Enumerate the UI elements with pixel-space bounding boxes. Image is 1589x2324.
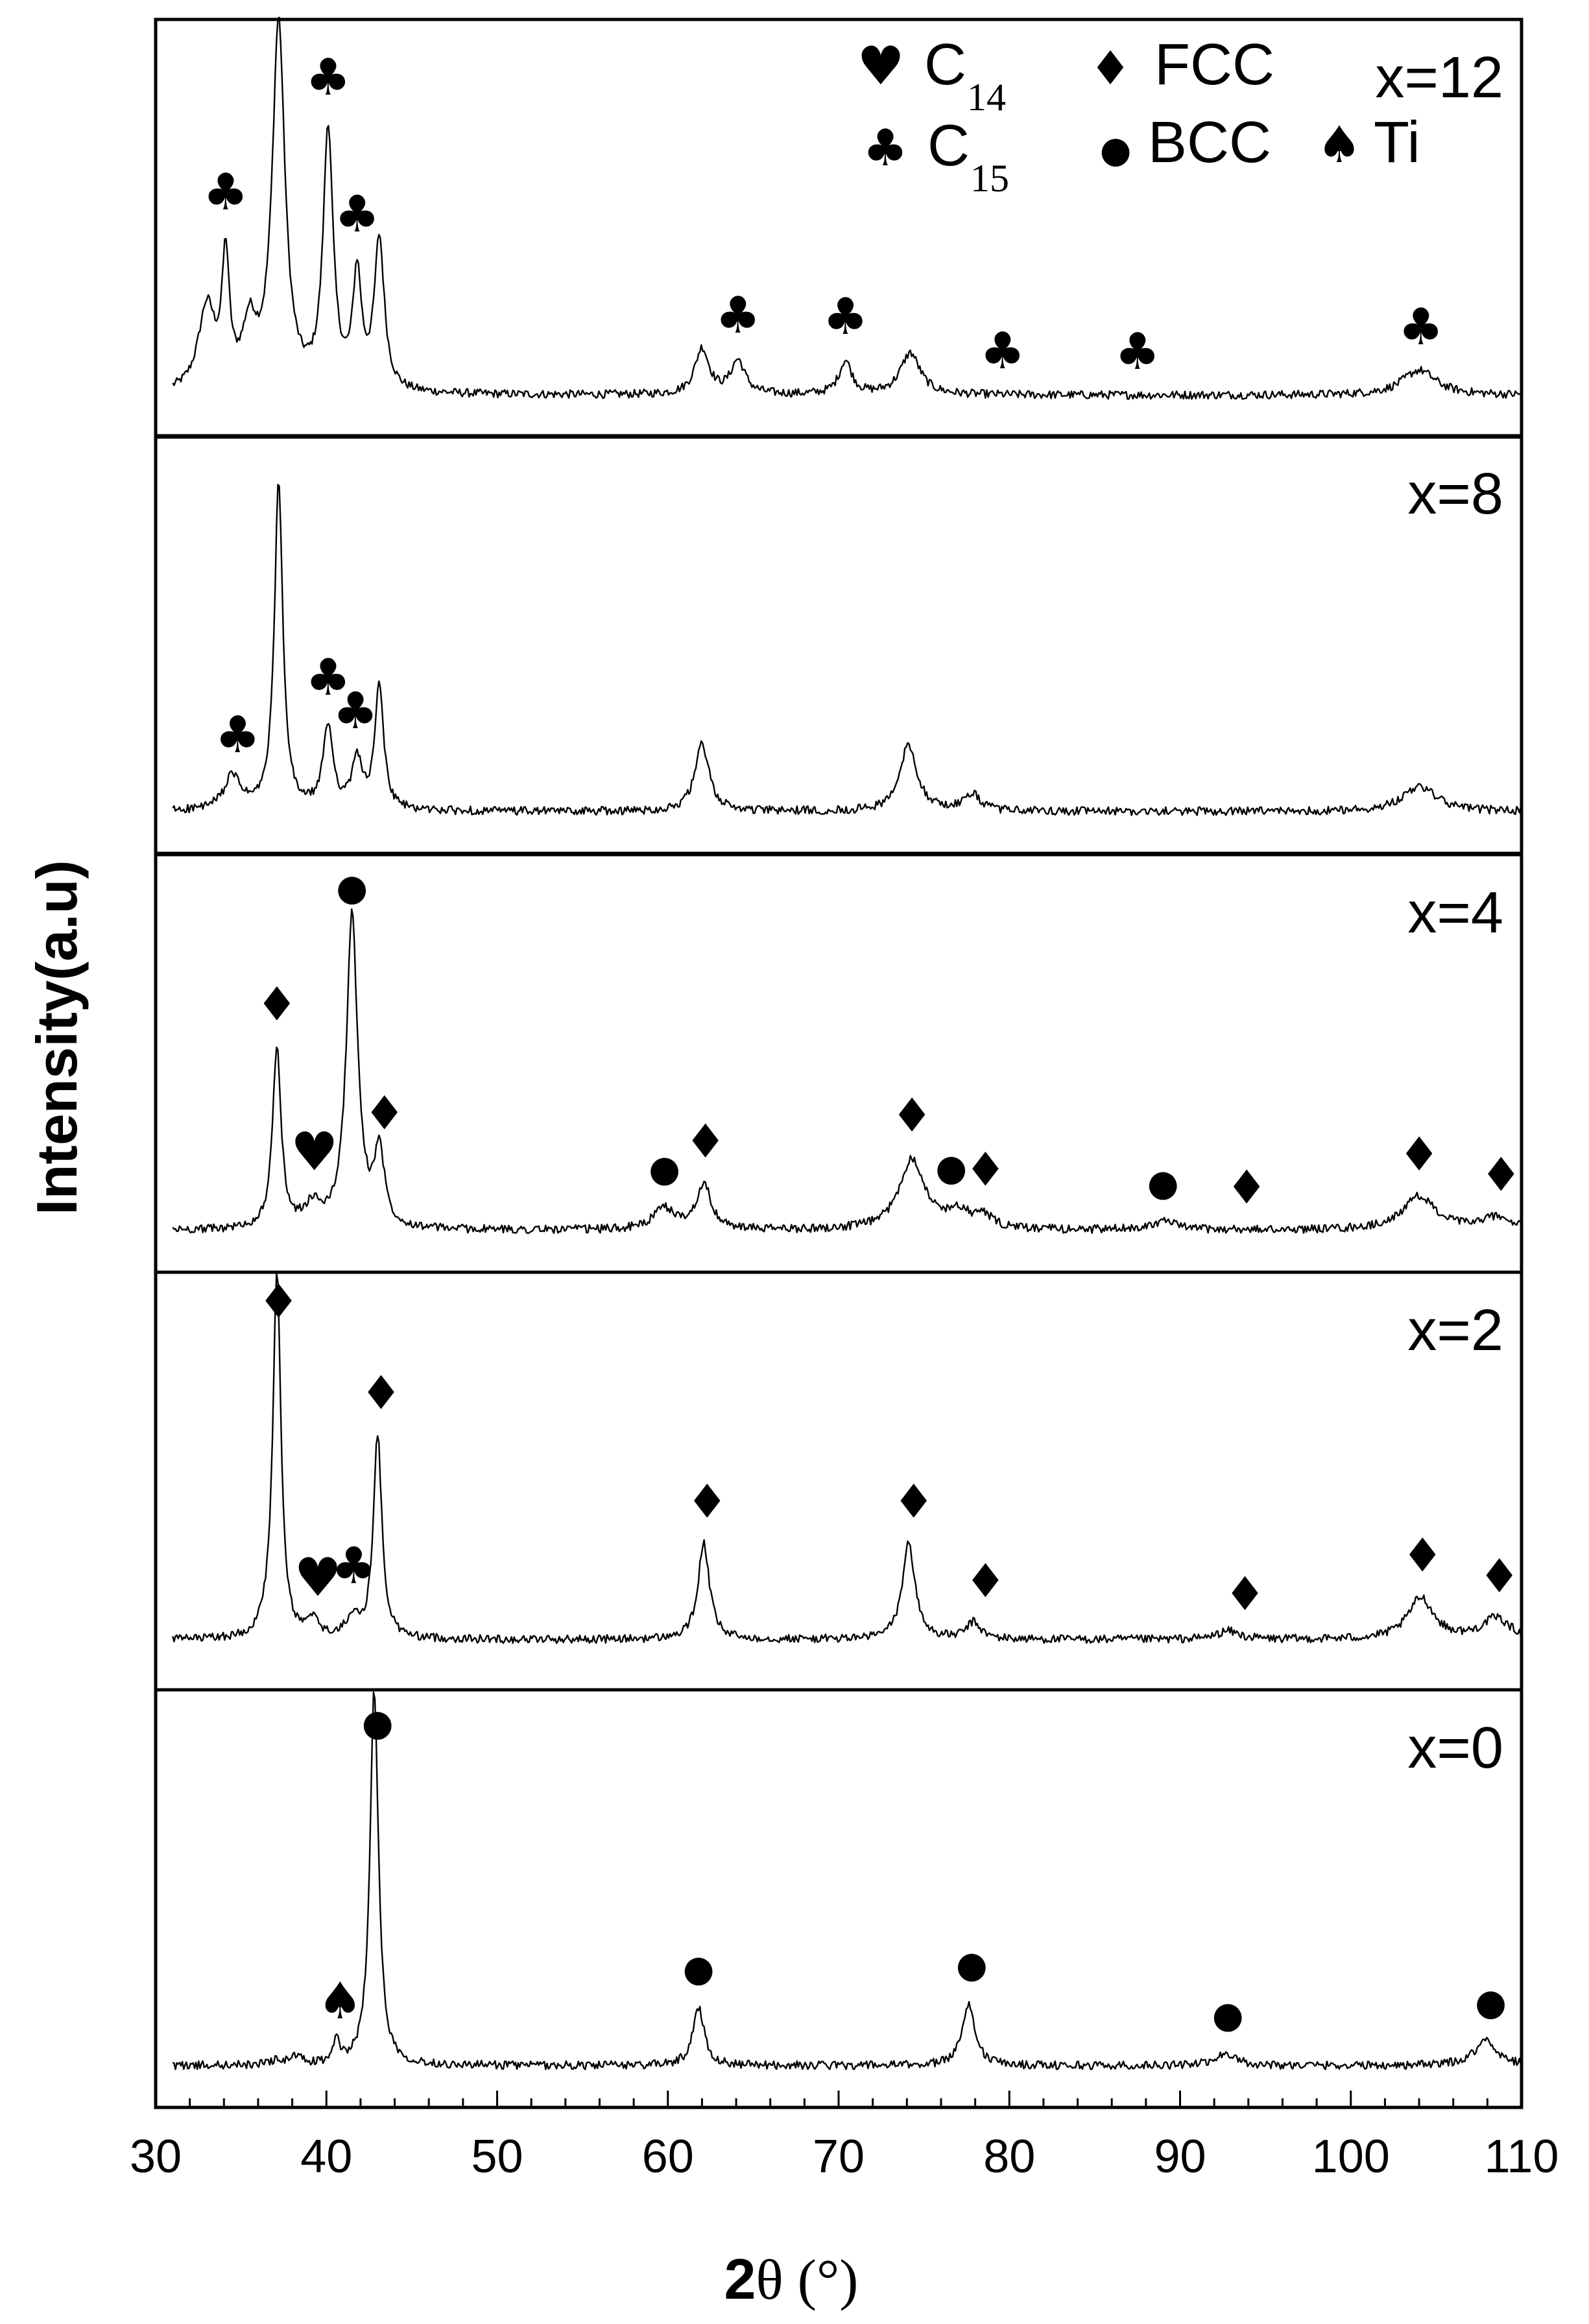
legend-label: Ti (1374, 110, 1420, 175)
x-tick-label: 50 (471, 2131, 523, 2183)
panel-frame (154, 1688, 1523, 2109)
club-marker: ♣ (331, 1537, 376, 1596)
club-marker: ♣ (715, 287, 761, 345)
x-tick-label: 40 (300, 2131, 352, 2183)
circle-marker: ● (935, 1147, 967, 1189)
legend-item: ♥ C 14 (857, 32, 1006, 119)
xrd-trace (172, 16, 1522, 400)
xrd-trace (172, 1691, 1522, 2070)
circle-marker: ● (1475, 1982, 1507, 2024)
panels: x=12♣♣♣♣ ♣♣ ♣ ♣x=8♣♣♣x=4♦♥●♦●♦ ♦●♦ ● ♦♦ ♦x=2♦♥♣… (154, 16, 1523, 2109)
heart-marker: ♥ (294, 1547, 342, 1609)
panel-x-8: x=8♣♣♣ (154, 434, 1523, 855)
xrd-trace (172, 908, 1522, 1235)
xrd-trace (172, 1272, 1522, 1644)
club-marker: ♣ (305, 649, 351, 707)
panel-label: x=2 (1407, 1298, 1503, 1363)
club-icon: ♣ (863, 119, 908, 178)
x-tick-label: 70 (813, 2131, 865, 2183)
club-marker: ♣ (203, 163, 248, 222)
diamond-marker: ♦ (891, 1088, 933, 1143)
panel-x-4: x=4♦♥●♦●♦ ♦●♦ ● ♦♦ ♦ (154, 853, 1523, 1274)
club-marker: ♣ (215, 706, 260, 765)
spade-icon: ♠ (1317, 116, 1362, 174)
legend-label: C (927, 113, 970, 178)
club-marker: ♣ (980, 322, 1025, 381)
club-marker: ♣ (823, 288, 868, 346)
diamond-marker: ♦ (364, 1086, 406, 1141)
diamond-marker: ♦ (684, 1114, 726, 1168)
diamond-marker: ♦ (686, 1475, 728, 1529)
x-tick-label: 80 (983, 2131, 1035, 2183)
x-axis-label-rest: θ (°) (756, 2249, 859, 2312)
heart-icon: ♥ (857, 36, 905, 97)
xrd-trace (172, 484, 1522, 816)
circle-icon: ● (1100, 129, 1132, 171)
diamond-marker: ♦ (1479, 1548, 1521, 1603)
legend-subscript: 14 (967, 76, 1006, 119)
panel-label: x=8 (1407, 462, 1503, 527)
x-tick-label: 110 (1485, 2131, 1559, 2183)
legend-item: ♦ FCC (1090, 32, 1274, 97)
heart-marker: ♥ (291, 1122, 339, 1183)
panel-x-2: x=2 ♦ ♥♣ ♦ ♦ ♦ ♦ ♦ ♦ ♦ (154, 1270, 1523, 1692)
panel-label: x=0 (1407, 1716, 1503, 1781)
circle-marker: ● (649, 1148, 680, 1190)
legend-item: ♠ Ti (1317, 110, 1420, 175)
diamond-marker: ♦ (360, 1366, 402, 1420)
panel-x-12: x=12 ♣ ♣ ♣ ♣ ♣ ♣ ♣ ♣ (154, 16, 1523, 439)
x-tick-label: 60 (642, 2131, 694, 2183)
panel-frame (154, 853, 1523, 1274)
club-marker: ♣ (335, 185, 380, 244)
circle-marker: ● (336, 867, 368, 909)
x-axis-label-bold: 2 (724, 2247, 756, 2311)
diamond-marker: ♦ (964, 1554, 1007, 1608)
legend-label: FCC (1154, 32, 1274, 97)
legend-subscript: 15 (970, 157, 1009, 200)
panel-x-0: x=0 ♠ ● ● ● ● ● (154, 1688, 1523, 2109)
diamond-marker: ♦ (1402, 1528, 1444, 1582)
panel-frame (154, 1270, 1523, 1692)
diamond-icon: ♦ (1090, 41, 1132, 95)
circle-marker: ● (1147, 1163, 1179, 1205)
legend-item: ♣ C 15 (863, 113, 1009, 200)
legend: ♥ C 14♦ FCC♣ C 15● BCC ♠ Ti (857, 32, 1420, 200)
club-marker: ♣ (305, 49, 351, 107)
diamond-marker: ♦ (257, 1274, 300, 1329)
x-axis: 30 40 50 60 70 80 90 100 110 (130, 2091, 1559, 2183)
diamond-marker: ♦ (1398, 1127, 1440, 1181)
legend-label: C (924, 32, 966, 97)
x-axis-label: 2θ (°) (724, 2247, 859, 2312)
diamond-marker: ♦ (1226, 1160, 1268, 1215)
x-tick-label: 30 (130, 2131, 182, 2183)
circle-marker: ● (956, 1944, 988, 1986)
diamond-marker: ♦ (964, 1143, 1007, 1197)
spade-marker: ♠ (317, 1973, 363, 2031)
panel-label: x=12 (1375, 45, 1503, 110)
panel-frame (154, 434, 1523, 855)
diamond-marker: ♦ (256, 977, 298, 1032)
circle-marker: ● (1212, 1994, 1244, 2036)
legend-item: ● BCC (1100, 110, 1271, 175)
x-tick-label: 100 (1312, 2131, 1390, 2183)
diamond-marker: ♦ (893, 1475, 935, 1529)
circle-marker: ● (362, 1702, 394, 1744)
club-marker: ♣ (1398, 298, 1444, 357)
diamond-marker: ♦ (1224, 1567, 1266, 1621)
club-marker: ♣ (1115, 323, 1160, 381)
diamond-marker: ♦ (1480, 1148, 1522, 1202)
legend-label: BCC (1148, 110, 1271, 175)
y-axis-label: Intensity(a.u) (25, 860, 89, 1215)
x-tick-label: 90 (1154, 2131, 1206, 2183)
club-marker: ♣ (333, 682, 378, 741)
panel-label: x=4 (1407, 881, 1503, 945)
circle-marker: ● (683, 1948, 715, 1990)
